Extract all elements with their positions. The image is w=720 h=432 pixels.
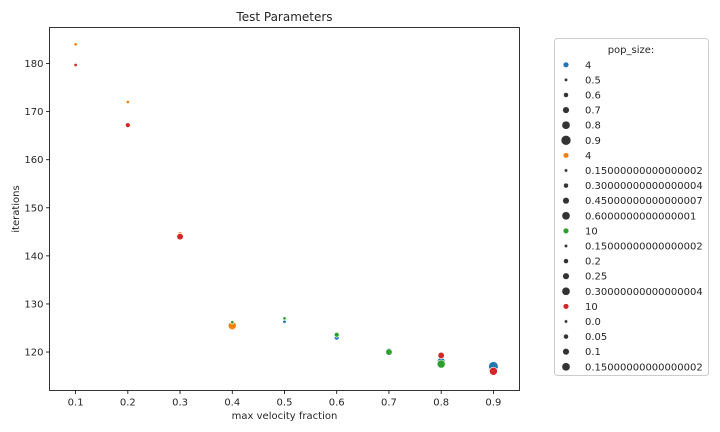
data-point-series-4	[488, 366, 498, 376]
plot-area	[73, 42, 499, 376]
legend-title: pop_size:	[608, 45, 655, 56]
y-tick-label: 170	[24, 107, 43, 118]
data-point-series-4	[73, 62, 78, 68]
legend-box	[554, 38, 709, 376]
legend-entry-label: 0.6	[585, 91, 601, 102]
data-point-series-3	[385, 348, 393, 356]
legend-marker-hue	[562, 61, 570, 68]
x-tick-label: 0.9	[485, 398, 501, 409]
data-point-series-2	[73, 42, 78, 47]
legend-entry-label: 0.0	[585, 317, 601, 328]
legend-entry-label: 4	[585, 60, 591, 71]
x-tick-label: 0.3	[172, 398, 188, 409]
x-axis: 0.1 0.2 0.3 0.4 0.5 0.6 0.7 0.8 0.9	[68, 390, 501, 409]
y-tick-label: 160	[24, 155, 43, 166]
data-point-series-3	[282, 316, 287, 321]
legend-marker-size	[562, 106, 570, 114]
legend-marker-size	[563, 182, 569, 189]
data-point-series-3	[436, 359, 446, 369]
data-point-series-4	[437, 351, 445, 360]
data-point-series-3	[333, 331, 340, 338]
legend-entry-label: 0.6000000000000001	[585, 211, 696, 222]
legend-entry-label: 0.25	[585, 272, 607, 283]
legend-marker-hue	[562, 303, 570, 310]
legend-entry-label: 4	[585, 151, 591, 162]
legend-entry-label: 0.9	[585, 136, 601, 147]
legend-marker-size	[561, 362, 571, 372]
x-tick-label: 0.6	[329, 398, 345, 409]
legend-entry-label: 10	[585, 302, 598, 313]
legend-marker-size	[562, 348, 570, 356]
legend-entry-label: 0.15000000000000002	[585, 242, 703, 253]
legend-marker-size	[561, 120, 571, 130]
legend-entry-label: 0.15000000000000002	[585, 166, 703, 177]
data-point-series-4	[124, 122, 131, 128]
legend-entry-label: 0.8	[585, 121, 601, 132]
legend-marker-size	[561, 211, 571, 221]
data-point-series-2	[125, 99, 130, 105]
x-tick-label: 0.4	[224, 398, 240, 409]
legend-entry-label: 0.45000000000000007	[585, 196, 703, 207]
legend-marker-size	[564, 77, 568, 82]
legend-marker-size	[560, 135, 572, 146]
y-tick-label: 180	[24, 59, 43, 70]
y-axis-label: iterations	[11, 185, 22, 232]
legend-entry-label: 0.1	[585, 347, 601, 358]
legend-entry-label: 0.7	[585, 106, 601, 117]
legend-marker-size	[564, 244, 568, 248]
legend-entry-label: 0.2	[585, 257, 601, 268]
y-tick-label: 120	[24, 348, 43, 359]
x-tick-label: 0.7	[381, 398, 397, 409]
legend-marker-size	[563, 92, 569, 98]
legend-marker-size	[563, 333, 569, 340]
legend-entry-label: 0.30000000000000004	[585, 287, 703, 298]
legend-entry-label: 10	[585, 226, 598, 237]
legend: pop_size: 4 0.5 0.6 0.7 0.8 0.9 4 0.15000000000…	[554, 38, 709, 376]
legend-marker-size	[562, 197, 570, 205]
x-tick-label: 0.2	[120, 398, 136, 409]
data-point-series-1	[282, 319, 287, 324]
x-axis-label: max velocity fraction	[232, 411, 338, 422]
y-tick-label: 130	[24, 299, 43, 310]
legend-entry-label: 0.5	[585, 75, 601, 86]
legend-marker-size	[564, 319, 568, 324]
x-tick-label: 0.8	[433, 398, 449, 409]
legend-entry-label: 0.05	[585, 332, 607, 343]
x-tick-label: 0.1	[68, 398, 84, 409]
legend-entries: 4 0.5 0.6 0.7 0.8 0.9 4 0.15000000000000002 0.30…	[560, 60, 703, 373]
y-tick-label: 140	[24, 251, 43, 262]
data-point-series-3	[230, 320, 235, 325]
legend-marker-size	[562, 272, 570, 280]
y-tick-label: 150	[24, 203, 43, 214]
legend-entry-label: 0.15000000000000002	[585, 362, 703, 373]
data-point-series-4	[176, 232, 184, 241]
legend-marker-hue	[562, 227, 570, 234]
y-axis: 120 130 140 150 160 170 180	[24, 59, 50, 359]
x-tick-label: 0.5	[277, 398, 293, 409]
legend-marker-hue	[562, 152, 570, 159]
legend-entry-label: 0.30000000000000004	[585, 181, 703, 192]
legend-marker-size	[563, 258, 569, 264]
legend-marker-size	[564, 168, 568, 173]
chart-title: Test Parameters	[235, 10, 332, 24]
legend-marker-size	[561, 286, 571, 296]
